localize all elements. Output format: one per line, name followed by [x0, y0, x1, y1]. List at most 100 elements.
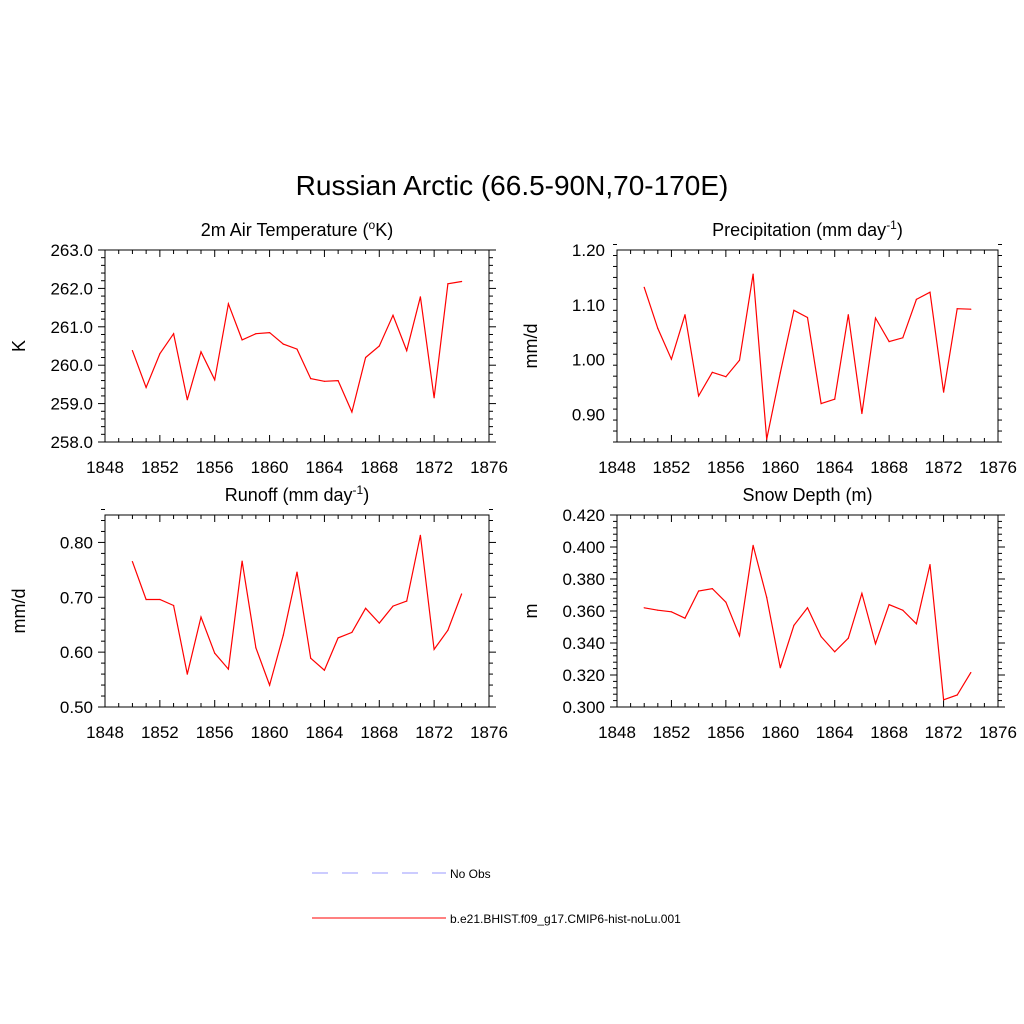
data-point — [970, 672, 972, 674]
data-point — [255, 333, 257, 335]
data-point — [131, 561, 133, 563]
data-point — [752, 273, 754, 275]
legend: No Obs b.e21.BHIST.f09_g17.CMIP6-hist-noL… — [312, 867, 681, 926]
x-tick-label: 1868 — [360, 723, 398, 742]
data-point — [433, 648, 435, 651]
data-point — [351, 631, 353, 634]
data-point — [145, 386, 147, 389]
x-tick-label: 1872 — [415, 458, 453, 477]
data-point — [214, 379, 216, 381]
data-point — [461, 593, 463, 595]
data-point — [392, 314, 394, 316]
data-point — [337, 380, 339, 382]
panel-title-text: Precipitation (mm day — [712, 220, 886, 240]
y-tick-label: 1.20 — [572, 241, 605, 260]
y-axis-label: m — [521, 604, 541, 619]
x-tick-label: 1868 — [870, 458, 908, 477]
data-point — [698, 395, 700, 397]
data-point — [365, 607, 367, 609]
data-point — [131, 350, 133, 352]
data-point — [834, 651, 836, 653]
data-point — [752, 544, 754, 547]
legend-item: b.e21.BHIST.f09_g17.CMIP6-hist-noLu.001 — [312, 912, 681, 926]
data-point — [323, 380, 325, 382]
data-point — [282, 634, 284, 636]
panel-title-text: Runoff (mm day — [225, 485, 353, 505]
panel-title-superscript: -1 — [353, 483, 364, 497]
x-tick-label: 1872 — [925, 458, 963, 477]
x-tick-label: 1864 — [306, 458, 344, 477]
chart-panel: Runoff (mm day-1) mm/d 1848 1852 1856 1860 186… — [9, 483, 508, 742]
data-point — [269, 332, 271, 334]
x-tick-label: 1860 — [251, 458, 289, 477]
x-tick-label: 1868 — [870, 723, 908, 742]
plot-frame — [104, 514, 490, 708]
data-point — [766, 438, 768, 440]
data-point — [902, 337, 904, 339]
data-point — [200, 616, 202, 618]
data-point — [861, 592, 863, 595]
data-point — [874, 643, 877, 645]
data-point — [433, 397, 435, 399]
panel-title: Precipitation (mm day-1) — [712, 218, 903, 240]
data-point — [657, 327, 659, 329]
data-point — [888, 341, 890, 343]
data-point — [929, 564, 931, 566]
x-tick-label: 1852 — [141, 723, 179, 742]
data-point — [861, 412, 863, 415]
x-tick-label: 1852 — [141, 458, 179, 477]
y-tick-label: 0.400 — [562, 538, 605, 557]
panel-title: Runoff (mm day-1) — [225, 483, 369, 505]
data-point — [447, 283, 449, 285]
y-tick-label: 261.0 — [50, 318, 93, 337]
data-point — [902, 609, 904, 611]
x-tick-label: 1860 — [761, 458, 799, 477]
x-tick-label: 1848 — [86, 723, 124, 742]
data-point — [820, 403, 822, 405]
data-point — [725, 376, 727, 378]
data-point — [310, 657, 312, 659]
data-point — [806, 316, 809, 319]
panel-title: 2m Air Temperature (oK) — [201, 218, 393, 240]
data-point — [186, 399, 188, 401]
series-line — [131, 280, 462, 414]
panel-title-end: ) — [363, 485, 369, 505]
series-line — [644, 545, 972, 701]
data-point — [406, 350, 408, 352]
x-tick-label: 1860 — [761, 723, 799, 742]
y-tick-label: 0.60 — [60, 643, 93, 662]
data-point — [834, 398, 836, 400]
data-point — [419, 534, 421, 536]
data-point — [643, 286, 645, 288]
panel-title-superscript: -1 — [886, 218, 897, 232]
panel-title-end: ) — [897, 220, 903, 240]
data-point — [145, 598, 147, 601]
series-line — [131, 535, 463, 688]
data-point — [392, 605, 394, 607]
y-axis-label: K — [9, 340, 29, 352]
data-point — [888, 604, 890, 606]
y-tick-label: 0.80 — [60, 533, 93, 552]
chart-panel: Snow Depth (m) m 1848 1852 1856 1860 1864 1868 1… — [521, 485, 1017, 742]
y-tick-label: 0.340 — [562, 634, 605, 653]
x-tick-label: 1872 — [925, 723, 963, 742]
data-point — [351, 411, 353, 413]
x-tick-label: 1856 — [196, 458, 234, 477]
x-tick-label: 1864 — [306, 723, 344, 742]
y-tick-label: 263.0 — [50, 241, 93, 260]
y-tick-label: 0.300 — [562, 698, 605, 717]
y-tick-label: 1.10 — [572, 296, 605, 315]
data-point — [200, 351, 202, 353]
y-tick-label: 0.380 — [562, 570, 605, 589]
data-point — [323, 669, 325, 671]
x-tick-label: 1876 — [470, 458, 508, 477]
data-point — [214, 652, 216, 654]
data-point — [173, 604, 175, 607]
data-point — [296, 348, 298, 350]
series-line — [643, 274, 971, 440]
x-tick-label: 1852 — [653, 458, 691, 477]
data-point — [820, 636, 822, 638]
data-point — [419, 296, 421, 298]
y-tick-label: 0.90 — [572, 406, 605, 425]
data-point — [847, 314, 849, 316]
